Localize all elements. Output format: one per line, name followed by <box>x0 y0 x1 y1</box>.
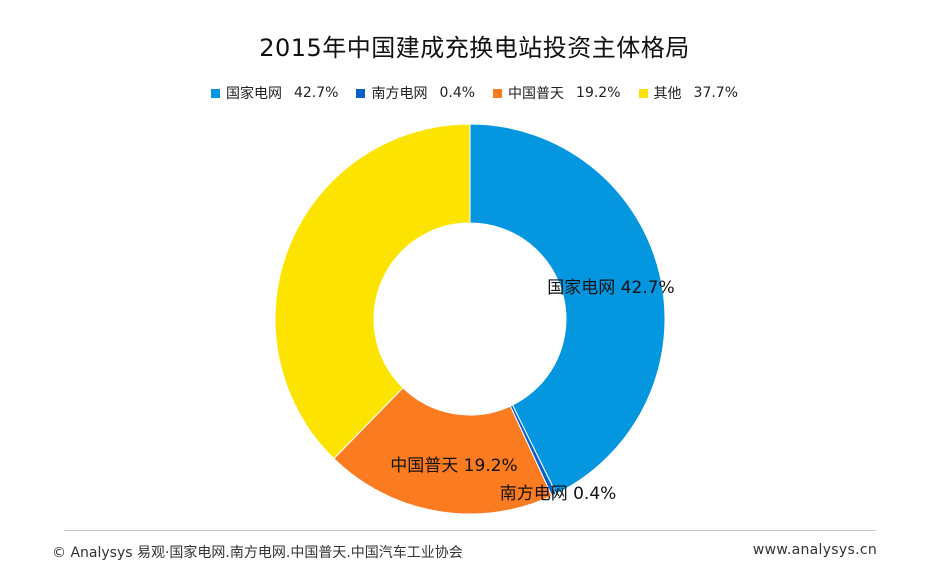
legend-value-other: 37.7% <box>693 85 739 101</box>
legend-swatch-state-grid <box>210 88 220 98</box>
legend-value-state-grid: 42.7% <box>293 85 339 101</box>
legend-swatch-southern-grid <box>356 88 366 98</box>
legend-label-southern-grid: 南方电网 <box>371 86 428 102</box>
data-label-state-grid: 国家电网 42.7% <box>547 278 674 298</box>
legend-item-state-grid: 国家电网 42.7% <box>210 83 339 103</box>
legend-item-potevio: 中国普天 19.2% <box>493 83 621 103</box>
legend-label-state-grid: 国家电网 <box>225 86 282 102</box>
donut-slice-state-grid <box>469 123 666 495</box>
data-label-southern-grid: 南方电网 0.4% <box>500 484 617 504</box>
legend-label-other: 其他 <box>653 86 682 102</box>
legend-value-southern-grid: 0.4% <box>439 85 476 101</box>
chart-legend: 国家电网 42.7% 南方电网 0.4% 中国普天 19.2% 其他 37.7% <box>0 83 949 103</box>
legend-item-other: 其他 37.7% <box>638 83 739 103</box>
legend-swatch-other <box>638 88 648 98</box>
legend-label-potevio: 中国普天 <box>508 86 565 102</box>
source-note: © Analysys 易观·国家电网.南方电网.中国普天.中国汽车工业协会 <box>52 545 463 561</box>
legend-value-potevio: 19.2% <box>576 85 621 101</box>
donut-slice-other <box>274 123 471 460</box>
legend-item-southern-grid: 南方电网 0.4% <box>356 83 475 103</box>
chart-title: 2015年中国建成充换电站投资主体格局 <box>259 34 690 62</box>
legend-swatch-potevio <box>493 88 503 98</box>
donut-slice-potevio <box>333 387 553 515</box>
website-link[interactable]: www.analysys.cn <box>752 542 877 558</box>
footer-divider <box>64 530 876 531</box>
data-label-potevio: 中国普天 19.2% <box>390 456 517 476</box>
